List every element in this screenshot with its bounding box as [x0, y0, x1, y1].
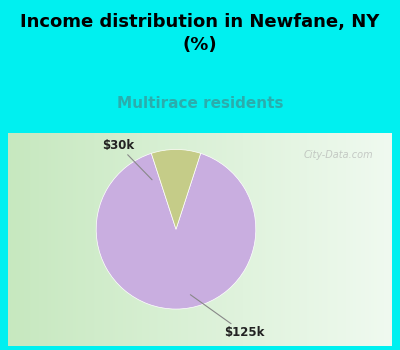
Text: $125k: $125k	[190, 295, 264, 340]
Text: $30k: $30k	[102, 139, 152, 180]
Text: Multirace residents: Multirace residents	[117, 96, 283, 111]
Text: City-Data.com: City-Data.com	[303, 150, 373, 160]
Text: Income distribution in Newfane, NY
(%): Income distribution in Newfane, NY (%)	[20, 13, 380, 54]
Wedge shape	[151, 149, 201, 229]
Wedge shape	[96, 153, 256, 309]
